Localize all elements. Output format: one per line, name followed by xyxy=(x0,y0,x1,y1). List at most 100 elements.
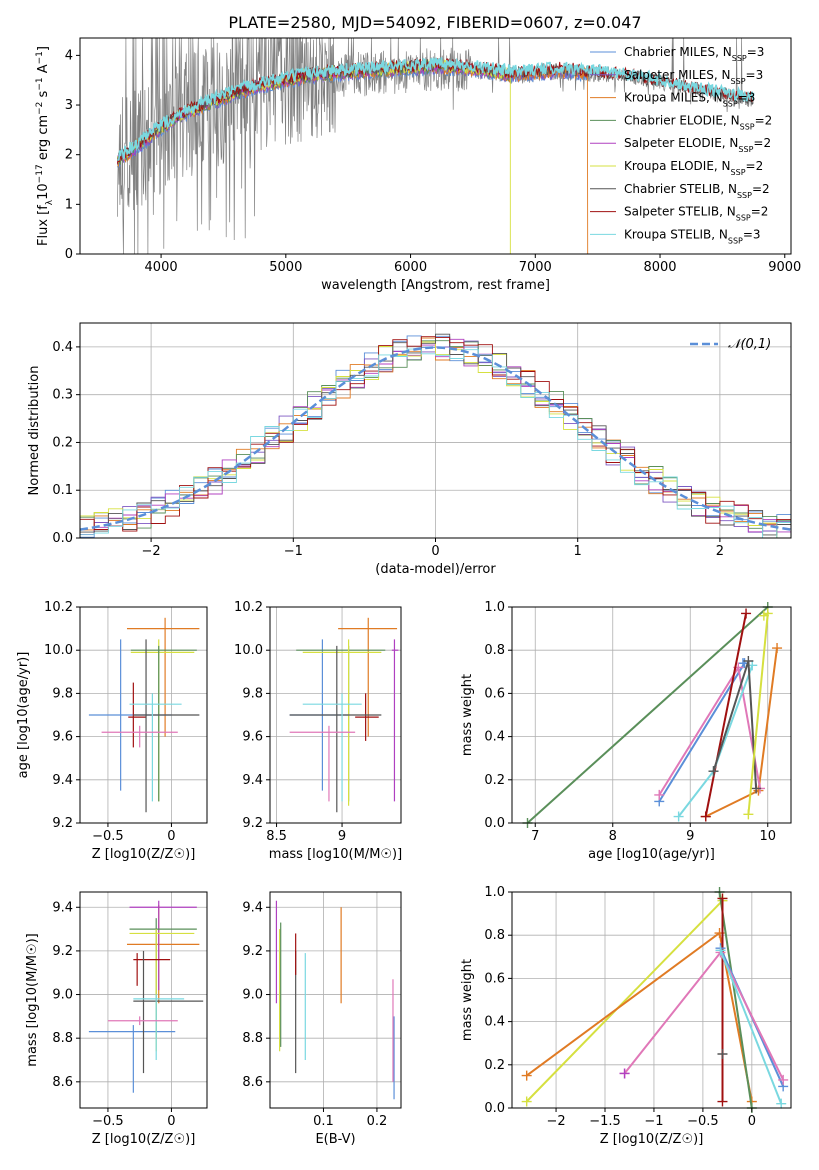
mass-weight-line xyxy=(623,950,785,1081)
x-axis-label: (data-model)/error xyxy=(375,562,496,577)
legend-label: Salpeter ELODIE, NSSP=2 xyxy=(624,136,771,154)
axes-frame xyxy=(269,891,402,1109)
legend-label: 𝒩(0,1) xyxy=(728,337,771,352)
x-tick-label: 8 xyxy=(609,829,617,844)
y-tick-label: 10.0 xyxy=(44,643,73,658)
y-tick-label: 9.0 xyxy=(242,988,263,1003)
mass-weight-point xyxy=(717,893,728,904)
axes-frame xyxy=(269,606,402,824)
y-tick-label: 9.4 xyxy=(52,773,73,788)
y-tick-label: 0.4 xyxy=(484,1015,505,1030)
axes-frame xyxy=(79,37,792,255)
mass-weight-line xyxy=(719,949,783,1105)
x-tick-label: 0 xyxy=(167,1114,175,1129)
age-massweight-panel: 7 8 9 10 0.0 0.2 0.4 0.6 0.8 1.0 age [log10(age/yr… xyxy=(460,600,792,862)
y-tick-label: 9.2 xyxy=(52,944,73,959)
x-tick-label: −0.5 xyxy=(92,829,124,844)
mass-weight-point xyxy=(654,789,665,800)
y-tick-label: 1.0 xyxy=(484,885,505,900)
axes-frame xyxy=(511,606,792,824)
x-tick-label: −1 xyxy=(284,544,303,559)
y-tick-label: 0.2 xyxy=(484,1058,505,1073)
y-axis-label: mass [log10(M/M☉)] xyxy=(25,933,40,1066)
mass-weight-point xyxy=(741,608,752,619)
x-tick-label: 7000 xyxy=(519,260,552,275)
y-tick-label: 0.2 xyxy=(484,773,505,788)
y-tick-label: 0.4 xyxy=(484,730,505,745)
legend-label: Salpeter MILES, NSSP=3 xyxy=(624,68,763,86)
legend-label: Chabrier MILES, NSSP=3 xyxy=(624,45,764,63)
mass-weight-point xyxy=(737,658,748,669)
mass-weight-line xyxy=(526,931,753,1102)
x-tick-label: −0.5 xyxy=(92,1114,124,1129)
legend-label: Chabrier ELODIE, NSSP=2 xyxy=(624,113,772,130)
y-axis-label: Flux [fλ10−17 erg cm−2 s−1 A−1] xyxy=(35,46,55,246)
mass-age-panel: 8.5 9 9.2 9.4 9.6 9.8 10.0 10.2 mass [log10(M/M☉… xyxy=(234,600,402,862)
y-tick-label: 8.8 xyxy=(242,1031,263,1046)
Z-age-panel: −0.5 0 9.2 9.4 9.6 9.8 10.0 10.2 Z [log10(Z/Z☉)]… xyxy=(16,600,208,862)
x-tick-label: 7 xyxy=(531,829,539,844)
x-axis-label: age [log10(age/yr)] xyxy=(588,847,715,862)
x-tick-label: 8.5 xyxy=(266,829,287,844)
legend-label: Kroupa STELIB, NSSP=3 xyxy=(624,227,761,245)
y-tick-label: 9.0 xyxy=(52,988,73,1003)
mass-weight-point xyxy=(751,783,762,794)
mass-weight-point xyxy=(758,610,769,621)
y-tick-label: 0.6 xyxy=(484,686,505,701)
y-tick-label: 0.1 xyxy=(52,483,73,498)
y-tick-label: 0.6 xyxy=(484,971,505,986)
y-tick-label: 9.4 xyxy=(242,773,263,788)
x-tick-label: 10 xyxy=(759,829,776,844)
y-axis-label: mass weight xyxy=(460,959,475,1041)
x-tick-label: 9 xyxy=(686,829,694,844)
y-tick-label: 9.6 xyxy=(242,730,263,745)
x-axis-label: Z [log10(Z/Z☉)] xyxy=(600,1132,704,1147)
axes-frame xyxy=(511,891,792,1109)
y-axis-label: age [log10(age/yr)] xyxy=(16,652,31,779)
normal-curve xyxy=(79,346,792,531)
mass-weight-point xyxy=(521,1096,532,1107)
y-tick-label: 1 xyxy=(65,197,73,212)
x-tick-label: 0.1 xyxy=(313,1114,334,1129)
x-tick-label: 0 xyxy=(431,544,439,559)
mass-weight-line xyxy=(704,613,747,817)
mass-weight-point xyxy=(753,785,764,796)
legend-label: Kroupa MILES, NSSP=3 xyxy=(624,91,755,109)
mass-weight-point xyxy=(778,1074,789,1085)
Z-massweight-panel: −2 −1.5 −1 −0.5 0 0.0 0.2 0.4 0.6 0.8 1.0 Z [log10(… xyxy=(460,885,792,1147)
y-tick-label: 2 xyxy=(65,148,73,163)
y-tick-label: 0.0 xyxy=(52,531,73,546)
mass-weight-point xyxy=(743,656,754,666)
x-tick-label: 2 xyxy=(716,544,724,559)
x-axis-label: Z [log10(Z/Z☉)] xyxy=(92,1132,196,1147)
legend-label: Chabrier STELIB, NSSP=2 xyxy=(624,182,770,200)
mass-weight-point xyxy=(772,643,783,654)
spectrum-panel: 4000 5000 6000 7000 8000 9000 0 1 2 3 4 wavelength … xyxy=(35,36,801,293)
y-tick-label: 9.6 xyxy=(52,730,73,745)
y-tick-label: 0.8 xyxy=(484,928,505,943)
y-tick-label: 9.8 xyxy=(52,686,73,701)
residual-histogram xyxy=(80,348,791,539)
axes-frame xyxy=(79,606,208,824)
x-axis-label: E(B-V) xyxy=(315,1132,355,1147)
y-tick-label: 8.8 xyxy=(52,1031,73,1046)
residual-histogram xyxy=(80,341,791,539)
figure-title: PLATE=2580, MJD=54092, FIBERID=0607, z=0… xyxy=(228,13,641,32)
x-axis-label: Z [log10(Z/Z☉)] xyxy=(92,847,196,862)
mass-weight-line xyxy=(526,606,769,824)
residuals-panel: −2 −1 0 1 2 0.0 0.1 0.2 0.3 0.4 (data-model)/error… xyxy=(27,322,792,577)
x-tick-label: −2 xyxy=(546,1114,565,1129)
y-tick-label: 8.6 xyxy=(52,1075,73,1090)
mass-weight-point xyxy=(521,1070,532,1081)
y-tick-label: 4 xyxy=(65,48,73,63)
y-axis-label: mass weight xyxy=(460,674,475,756)
y-tick-label: 9.2 xyxy=(52,816,73,831)
x-tick-label: 9 xyxy=(338,829,346,844)
EBV-mass-panel: 0.1 0.2 8.6 8.8 9.0 9.2 9.4 E(B-V) xyxy=(242,891,402,1147)
y-tick-label: 10.0 xyxy=(234,643,263,658)
legend-label: Kroupa ELODIE, NSSP=2 xyxy=(624,159,763,177)
mass-weight-point xyxy=(700,811,711,822)
mass-weight-line xyxy=(718,891,753,1109)
x-axis-label: wavelength [Angstrom, rest frame] xyxy=(321,278,550,293)
